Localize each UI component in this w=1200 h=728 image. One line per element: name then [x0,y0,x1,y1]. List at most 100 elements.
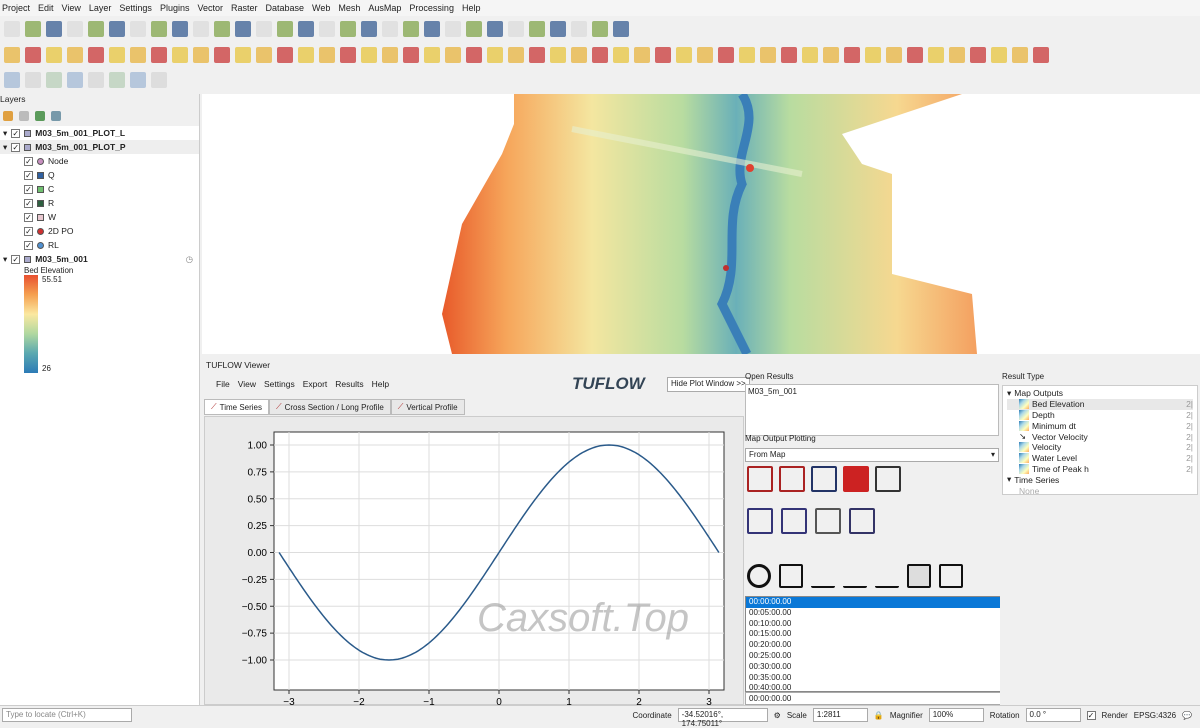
menu-vector[interactable]: Vector [197,3,223,13]
toolbar-button-icon[interactable] [613,47,629,63]
tab-vertical-profile[interactable]: ⟋ Vertical Profile [390,399,465,415]
toolbar-button-icon[interactable] [46,21,62,37]
layer-checkbox[interactable]: ✓ [11,128,21,138]
toolbar-button-icon[interactable] [46,47,62,63]
toolbar-button-icon[interactable] [151,72,167,88]
time-item[interactable]: 00:05:00.00 [749,607,792,617]
toolbar-button-icon[interactable] [88,47,104,63]
toolbar-button-icon[interactable] [109,47,125,63]
menu-database[interactable]: Database [265,3,305,13]
viewer-menu-file[interactable]: File [216,379,230,389]
toolbar-button-icon[interactable] [67,72,83,88]
toolbar-button-icon[interactable] [151,47,167,63]
toolbar-button-icon[interactable] [130,47,146,63]
toolbar-button-icon[interactable] [298,21,314,37]
toolbar-button-icon[interactable] [193,21,209,37]
toolbar-button-icon[interactable] [592,21,608,37]
toolbar-button-icon[interactable] [361,47,377,63]
curtain-icon[interactable] [747,508,773,534]
result-item[interactable]: Depth 2| [1007,409,1193,421]
map-output-select[interactable]: From Map ▾ [745,448,999,462]
time-item[interactable]: 00:40:00.00 [749,683,792,692]
time-item[interactable]: 00:25:00.00 [749,650,792,660]
axis-y-icon[interactable] [811,564,835,588]
toolbar-button-icon[interactable] [382,21,398,37]
expand-icon[interactable]: ▾ [3,127,8,138]
legend-icon[interactable] [907,564,931,588]
toolbar-button-icon[interactable] [88,21,104,37]
toolbar-button-icon[interactable] [319,47,335,63]
layer-item[interactable]: ✓ R [0,196,199,210]
toolbar-button-icon[interactable] [613,21,629,37]
toolbar-button-icon[interactable] [487,21,503,37]
layer-item[interactable]: ▾ ✓ M03_5m_001_PLOT_L [0,126,199,140]
layer-checkbox[interactable]: ✓ [24,198,33,208]
toolbar-button-icon[interactable] [277,47,293,63]
toolbar-button-icon[interactable] [550,21,566,37]
toolbar-button-icon[interactable] [760,47,776,63]
toolbar-button-icon[interactable] [214,21,230,37]
toolbar-button-icon[interactable] [697,47,713,63]
toolbar-button-icon[interactable] [1012,47,1028,63]
toolbar-button-icon[interactable] [235,47,251,63]
toolbar-button-icon[interactable] [256,47,272,63]
layer-checkbox[interactable]: ✓ [24,184,33,194]
toolbar-button-icon[interactable] [298,47,314,63]
layer-checkbox[interactable]: ✓ [11,142,21,152]
toolbar-button-icon[interactable] [277,21,293,37]
toolbar-button-icon[interactable] [46,72,62,88]
expand-icon[interactable]: ▾ [3,253,8,264]
menu-edit[interactable]: Edit [38,3,54,13]
axis-iy-icon[interactable] [875,564,899,588]
viewer-menu-settings[interactable]: Settings [263,379,295,389]
layer-checkbox[interactable]: ✓ [11,254,21,264]
result-item[interactable]: ↘ Vector Velocity 2| [1007,431,1193,442]
style-icon[interactable] [3,111,13,121]
expand-icon[interactable]: ▾ [3,141,8,152]
toolbar-button-icon[interactable] [949,47,965,63]
toolbar-button-icon[interactable] [151,21,167,37]
toolbar-button-icon[interactable] [25,72,41,88]
toolbar-button-icon[interactable] [466,47,482,63]
map-canvas[interactable] [202,91,1200,357]
layer-checkbox[interactable]: ✓ [24,212,33,222]
plot-2d-icon[interactable]: 2| [1186,420,1193,431]
toolbar-button-icon[interactable] [340,47,356,63]
toolbar-button-icon[interactable] [172,47,188,63]
toolbar-button-icon[interactable] [445,21,461,37]
layer-checkbox[interactable]: ✓ [24,240,33,250]
plot-2d-icon[interactable]: 2| [1186,463,1193,474]
toolbar-button-icon[interactable] [655,47,671,63]
vertical-icon[interactable] [781,508,807,534]
toolbar-button-icon[interactable] [550,47,566,63]
result-item[interactable]: Water Level 2| [1007,453,1193,464]
plot-2d-icon[interactable]: 2| [1186,399,1193,410]
grid-icon[interactable] [875,466,901,492]
layer-item[interactable]: ✓ RL [0,238,199,252]
result-item[interactable]: Time of Peak h 2| [1007,463,1193,475]
time-item[interactable]: 00:35:00.00 [749,672,792,682]
toolbar-button-icon[interactable] [235,21,251,37]
toolbar-button-icon[interactable] [256,21,272,37]
menu-help[interactable]: Help [461,3,481,13]
toolbar-button-icon[interactable] [781,47,797,63]
menu-project[interactable]: Project [2,3,31,13]
funnel-icon[interactable] [35,111,45,121]
toolbar-button-icon[interactable] [130,21,146,37]
time-series-plot[interactable]: −3 −2 −1 0 1 2 3 −1.00 −0.75 −0.50 −0.25 0.00 0.25 0.… [202,356,747,705]
layer-item[interactable]: ▾ ✓ M03_5m_001 ◷ [0,252,199,266]
tab-time-series[interactable]: ⟋ Time Series [204,399,269,415]
time-item[interactable]: 00:00:00.00 [746,597,1066,608]
toolbar-button-icon[interactable] [382,47,398,63]
result-group[interactable]: ▾ Map Outputs [1007,388,1193,399]
toolbar-button-icon[interactable] [4,72,20,88]
layer-checkbox[interactable]: ✓ [24,170,33,180]
2d-icon[interactable] [843,466,869,492]
coordinate-field[interactable]: -34.52016°, 174.75011° [677,708,768,728]
toolbar-button-icon[interactable] [865,47,881,63]
render-checkbox[interactable]: ✓ [1086,710,1096,720]
layer-item[interactable]: ✓ Q [0,168,199,182]
layer-checkbox[interactable]: ✓ [24,226,33,236]
toolbar-button-icon[interactable] [844,47,860,63]
layer-item[interactable]: ✓ 2D PO [0,224,199,238]
